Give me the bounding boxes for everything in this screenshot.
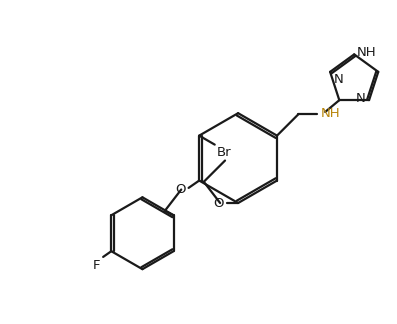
Text: NH: NH <box>320 107 340 120</box>
Text: N: N <box>356 92 366 105</box>
Text: N: N <box>333 73 343 86</box>
Text: NH: NH <box>357 46 376 59</box>
Text: O: O <box>175 183 185 196</box>
Text: Br: Br <box>216 146 231 159</box>
Text: O: O <box>214 197 224 210</box>
Text: F: F <box>93 260 100 272</box>
